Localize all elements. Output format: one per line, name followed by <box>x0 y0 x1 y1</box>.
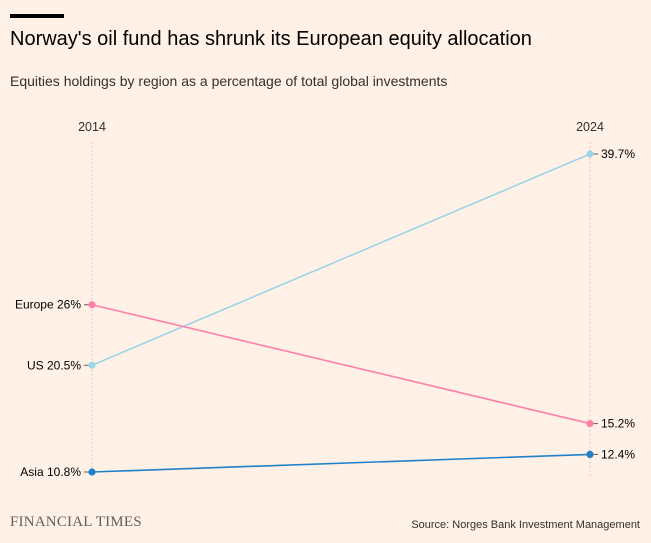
year-label-2014: 2014 <box>78 120 106 134</box>
year-label-2024: 2024 <box>576 120 604 134</box>
chart-subtitle: Equities holdings by region as a percent… <box>10 73 448 89</box>
ft-logo: FINANCIAL TIMES <box>10 514 142 530</box>
point-end-europe <box>586 419 594 428</box>
series-line-asia <box>91 453 591 473</box>
series-line-us <box>91 153 591 367</box>
point-end-us <box>586 150 594 158</box>
point-end-asia <box>586 450 594 458</box>
label-start-asia: Asia 10.8% <box>20 465 81 479</box>
chart-title: Norway's oil fund has shrunk its Europea… <box>10 28 532 50</box>
label-end-us: 39.7% <box>601 147 635 161</box>
point-start-asia <box>88 468 96 476</box>
label-end-asia: 12.4% <box>601 447 635 461</box>
label-end-europe: 15.2% <box>601 417 635 431</box>
point-start-europe <box>88 301 96 309</box>
label-start-us: US 20.5% <box>27 358 81 372</box>
label-start-europe: Europe 26% <box>15 298 81 312</box>
series-line-europe <box>91 303 591 425</box>
point-start-us <box>88 361 96 369</box>
title-rule <box>10 14 64 18</box>
source-note: Source: Norges Bank Investment Managemen… <box>411 519 640 531</box>
